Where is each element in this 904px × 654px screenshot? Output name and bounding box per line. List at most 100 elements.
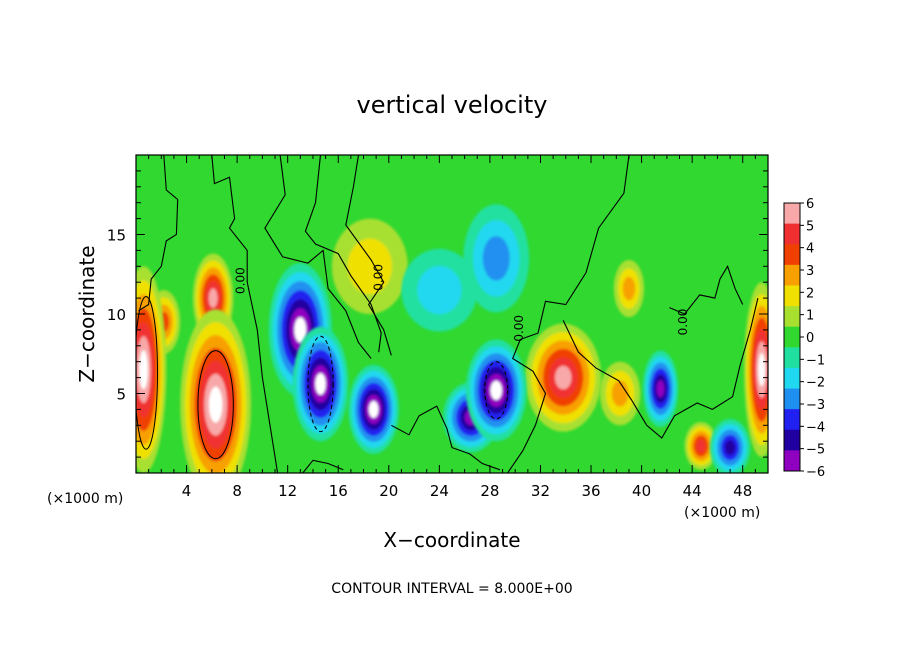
- colorbar-swatch: [784, 264, 800, 286]
- colorbar-tick-label: 0: [806, 331, 814, 346]
- colorbar: 6 5 4 3 2 1 0 −1 −2 −3 −4 −5 −6: [783, 197, 825, 480]
- x-tick-label: 12: [278, 482, 297, 500]
- y-axis: 5 10 15: [107, 170, 768, 458]
- x-tick-label: 16: [329, 482, 348, 500]
- field-feature-downdraft-29km: [465, 339, 527, 442]
- field-level: [656, 380, 665, 398]
- colorbar-swatch: [784, 326, 800, 348]
- colorbar-tick-label: 1: [806, 309, 814, 324]
- extreme-contour-line: [197, 350, 234, 460]
- field-feature-downdraft-47km: [709, 418, 751, 473]
- zero-contour-line: [211, 155, 279, 473]
- field-feature-updraft-44km: [684, 422, 718, 470]
- field-feature-updraft-38km: [599, 361, 641, 426]
- colorbar-swatch: [784, 429, 800, 451]
- x-tick-label: 36: [581, 482, 600, 500]
- chart-title: vertical velocity: [357, 91, 548, 119]
- colorbar-swatch: [784, 388, 800, 410]
- y-tick-label: 10: [107, 306, 126, 324]
- field-level-extreme: [368, 400, 379, 418]
- x-axis: 4 8 12 16 20 24 28 32 36 40 44 48: [148, 155, 756, 500]
- x-unit-left: (×1000 m): [47, 491, 123, 507]
- zero-contours: [136, 155, 759, 473]
- colorbar-tick-label: 3: [806, 264, 814, 279]
- extreme-contour-line: [484, 361, 509, 420]
- field-feature-downdraft-19km: [348, 364, 399, 454]
- field-level: [482, 236, 510, 281]
- colorbar-swatch: [784, 450, 800, 472]
- field-feature-updraft-upper-centre: [331, 218, 408, 314]
- y-axis-label: Z−coordinate: [75, 245, 99, 382]
- field-feature-downdraft-41km: [642, 350, 679, 427]
- zero-contour-line: [669, 264, 744, 315]
- x-tick-label: 8: [232, 482, 242, 500]
- contour-label: 0.00: [512, 315, 526, 342]
- field-feature-updraft-core-6km: [180, 309, 252, 473]
- extreme-contour-line: [136, 296, 158, 450]
- plot-area: 0.00 0.00 0.00 0.00: [135, 154, 769, 474]
- y-tick-label: 15: [107, 227, 126, 245]
- colorbar-tick-label: 2: [806, 286, 814, 301]
- colorbar-tick-label: 4: [806, 242, 814, 257]
- field-feature-downdraft-15km: [292, 326, 349, 442]
- contour-labels: 0.00 0.00 0.00 0.00: [234, 264, 690, 342]
- field-level: [347, 238, 392, 295]
- extreme-contour-line: [307, 335, 334, 433]
- x-axis-label: X−coordinate: [383, 528, 520, 552]
- x-unit-right: (×1000 m): [684, 505, 760, 521]
- colorbar-swatch: [784, 285, 800, 307]
- field-level-extreme: [139, 350, 148, 390]
- y-tick-label: 5: [116, 386, 126, 404]
- zero-contour-line: [345, 155, 392, 356]
- contour-interval-note: CONTOUR INTERVAL = 8.000E+00: [331, 581, 572, 597]
- contour-label: 0.00: [372, 264, 386, 291]
- field-feature-updraft-39km-upper: [613, 259, 645, 318]
- colorbar-swatch: [784, 409, 800, 431]
- zero-contour-line: [302, 459, 344, 473]
- colorbar-tick-label: 5: [806, 219, 814, 234]
- colorbar-swatch: [784, 223, 800, 245]
- field-level-extreme: [315, 373, 326, 395]
- colorbar-tick-label: −3: [806, 398, 825, 413]
- colorbar-tick-label: 6: [806, 197, 814, 212]
- field-feature-updraft-right-edge: [743, 282, 768, 458]
- zero-contour-line: [507, 155, 630, 473]
- x-tick-label: 24: [430, 482, 449, 500]
- field-level-extreme: [294, 317, 307, 343]
- x-tick-label: 4: [182, 482, 192, 500]
- x-tick-label: 20: [379, 482, 398, 500]
- field-feature-downdraft-upper-24km: [401, 248, 478, 332]
- field-level: [554, 365, 572, 390]
- colorbar-swatch: [784, 203, 800, 224]
- field-level: [696, 439, 706, 453]
- colorbar-tick-label: −4: [806, 420, 825, 435]
- x-tick-label: 40: [632, 482, 651, 500]
- field-level: [611, 380, 629, 407]
- field-level: [417, 266, 462, 315]
- zero-contour-line: [264, 155, 372, 359]
- colorbar-tick-label: −2: [806, 376, 825, 391]
- x-tick-label: 44: [683, 482, 702, 500]
- field-level-extreme: [490, 380, 502, 400]
- x-tick-label: 28: [480, 482, 499, 500]
- field-level: [208, 288, 218, 308]
- x-tick-label: 48: [733, 482, 752, 500]
- colorbar-swatch: [784, 244, 800, 266]
- colorbar-swatch: [784, 306, 800, 327]
- field-level: [724, 440, 736, 455]
- zero-contour-line: [391, 405, 501, 471]
- zero-contour-line: [138, 155, 179, 312]
- field-level-extreme: [758, 353, 766, 387]
- colorbar-tick-label: −6: [806, 465, 825, 480]
- contour-label: 0.00: [234, 267, 248, 294]
- zero-contour-line: [304, 155, 382, 353]
- field-level-extreme: [208, 386, 223, 423]
- field-feature-downdraft-upper-28km: [463, 204, 530, 313]
- field-feature-updraft-left-edge: [136, 266, 167, 473]
- field-level: [622, 276, 636, 301]
- contour-label: 0.00: [676, 309, 690, 336]
- colorbar-tick-label: −5: [806, 443, 825, 458]
- x-tick-label: 32: [531, 482, 550, 500]
- colorbar-swatch: [784, 347, 800, 369]
